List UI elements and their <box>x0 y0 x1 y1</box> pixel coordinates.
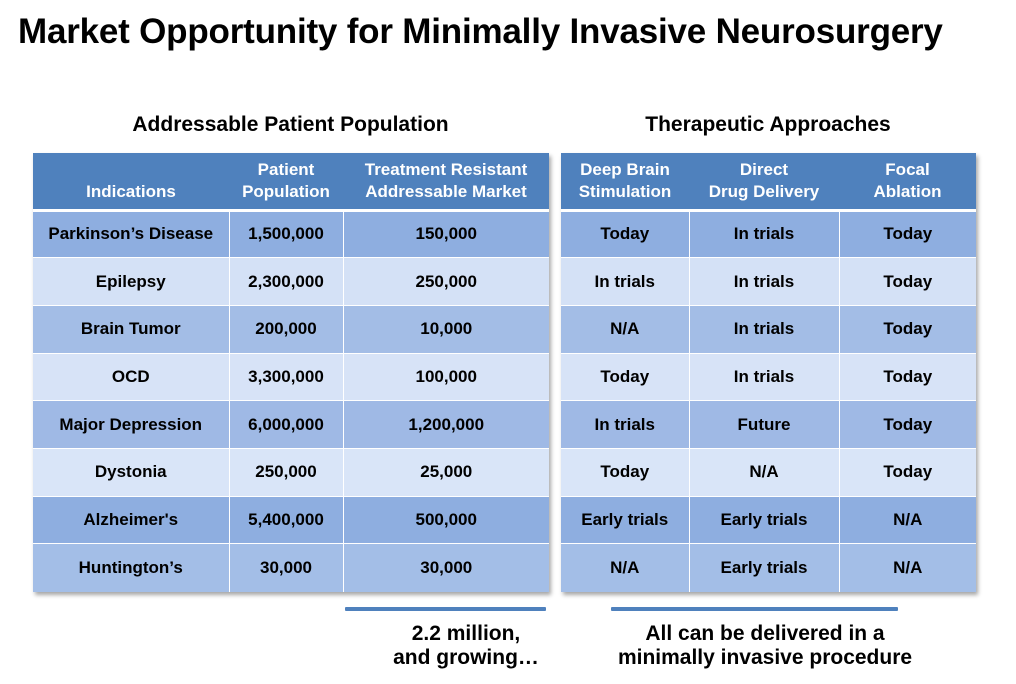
indication-cell: Major Depression <box>33 400 230 449</box>
page-title: Market Opportunity for Minimally Invasiv… <box>18 12 943 51</box>
note-line: and growing… <box>393 646 539 669</box>
table-row: Early trials Early trials N/A <box>561 495 976 544</box>
focal-ablation-cell: Today <box>839 209 976 258</box>
addressable-market-cell: 150,000 <box>343 209 549 258</box>
deep-brain-stimulation-cell: N/A <box>561 543 690 592</box>
focal-ablation-cell: Today <box>839 304 976 354</box>
indication-cell: Epilepsy <box>33 257 230 306</box>
focal-ablation-cell: N/A <box>839 495 976 544</box>
direct-drug-delivery-cell: Early trials <box>689 495 840 544</box>
addressable-market-cell: 250,000 <box>343 257 549 306</box>
focal-ablation-cell: Today <box>839 257 976 306</box>
focal-ablation-cell: N/A <box>839 543 976 592</box>
indication-cell: Dystonia <box>33 447 230 497</box>
table-row: In trials In trials Today <box>561 257 976 306</box>
table-row: OCD 3,300,000 100,000 <box>33 352 549 401</box>
addressable-market-cell: 100,000 <box>343 352 549 401</box>
table-row: Epilepsy 2,300,000 250,000 <box>33 257 549 306</box>
table-row: N/A Early trials N/A <box>561 543 976 592</box>
direct-drug-delivery-cell: N/A <box>689 447 840 497</box>
header-line: Focal <box>885 159 930 179</box>
deep-brain-stimulation-cell: In trials <box>561 400 690 449</box>
procedure-summary-note: All can be delivered in a minimally inva… <box>590 622 940 670</box>
table-row: Today In trials Today <box>561 209 976 258</box>
header-line: Treatment Resistant <box>364 159 528 179</box>
header-focal-ablation: Focal Ablation <box>839 153 976 212</box>
patient-population-cell: 200,000 <box>229 304 344 354</box>
direct-drug-delivery-cell: In trials <box>689 352 840 401</box>
table-row: Today N/A Today <box>561 447 976 497</box>
table-row: Major Depression 6,000,000 1,200,000 <box>33 400 549 449</box>
header-line: Population <box>242 181 330 201</box>
patient-population-cell: 5,400,000 <box>229 495 344 544</box>
header-indications: Indications <box>33 153 229 212</box>
header-line: Drug Delivery <box>708 181 820 201</box>
header-line: Patient <box>257 159 315 179</box>
table-header-row: Deep Brain Stimulation Direct Drug Deliv… <box>561 153 976 212</box>
table-row: Today In trials Today <box>561 352 976 401</box>
addressable-population-heading: Addressable Patient Population <box>132 113 449 136</box>
table-row: In trials Future Today <box>561 400 976 449</box>
addressable-market-cell: 1,200,000 <box>343 400 549 449</box>
deep-brain-stimulation-cell: Today <box>561 447 690 497</box>
note-line: 2.2 million, <box>411 622 521 645</box>
addressable-market-cell: 10,000 <box>343 304 549 354</box>
header-line: Stimulation <box>578 181 672 201</box>
table-row: Alzheimer's 5,400,000 500,000 <box>33 495 549 544</box>
addressable-market-cell: 30,000 <box>343 543 549 592</box>
therapeutic-approaches-heading: Therapeutic Approaches <box>645 113 891 136</box>
deep-brain-stimulation-cell: Early trials <box>561 495 690 544</box>
header-line: Indications <box>86 181 176 201</box>
indication-cell: Huntington’s <box>33 543 230 592</box>
indication-cell: Parkinson’s Disease <box>33 209 230 258</box>
addressable-population-table: Indications Patient Population Treatment… <box>33 153 549 592</box>
addressable-market-cell: 25,000 <box>343 447 549 497</box>
focal-ablation-cell: Today <box>839 352 976 401</box>
header-line: Deep Brain <box>580 159 670 179</box>
market-summary-underline <box>345 607 546 611</box>
procedure-summary-underline <box>611 607 898 611</box>
direct-drug-delivery-cell: Early trials <box>689 543 840 592</box>
focal-ablation-cell: Today <box>839 400 976 449</box>
header-deep-brain-stimulation: Deep Brain Stimulation <box>561 153 689 212</box>
patient-population-cell: 6,000,000 <box>229 400 344 449</box>
patient-population-cell: 30,000 <box>229 543 344 592</box>
header-line: Addressable Market <box>365 181 527 201</box>
table-row: N/A In trials Today <box>561 304 976 354</box>
table-row: Brain Tumor 200,000 10,000 <box>33 304 549 354</box>
header-line: Ablation <box>873 181 942 201</box>
patient-population-cell: 3,300,000 <box>229 352 344 401</box>
header-direct-drug-delivery: Direct Drug Delivery <box>689 153 839 212</box>
note-line: minimally invasive procedure <box>617 646 913 669</box>
table-header-row: Indications Patient Population Treatment… <box>33 153 549 212</box>
deep-brain-stimulation-cell: In trials <box>561 257 690 306</box>
direct-drug-delivery-cell: Future <box>689 400 840 449</box>
indication-cell: Alzheimer's <box>33 495 230 544</box>
deep-brain-stimulation-cell: Today <box>561 352 690 401</box>
indication-cell: Brain Tumor <box>33 304 230 354</box>
direct-drug-delivery-cell: In trials <box>689 209 840 258</box>
patient-population-cell: 250,000 <box>229 447 344 497</box>
table-row: Parkinson’s Disease 1,500,000 150,000 <box>33 209 549 258</box>
header-line: Direct <box>739 159 789 179</box>
header-addressable-market: Treatment Resistant Addressable Market <box>343 153 549 212</box>
note-line: All can be delivered in a <box>645 622 885 645</box>
therapeutic-approaches-table: Deep Brain Stimulation Direct Drug Deliv… <box>561 153 976 592</box>
table-row: Huntington’s 30,000 30,000 <box>33 543 549 592</box>
patient-population-cell: 1,500,000 <box>229 209 344 258</box>
patient-population-cell: 2,300,000 <box>229 257 344 306</box>
direct-drug-delivery-cell: In trials <box>689 304 840 354</box>
indication-cell: OCD <box>33 352 230 401</box>
focal-ablation-cell: Today <box>839 447 976 497</box>
table-row: Dystonia 250,000 25,000 <box>33 447 549 497</box>
header-patient-population: Patient Population <box>229 153 343 212</box>
deep-brain-stimulation-cell: N/A <box>561 304 690 354</box>
direct-drug-delivery-cell: In trials <box>689 257 840 306</box>
deep-brain-stimulation-cell: Today <box>561 209 690 258</box>
market-summary-note: 2.2 million, and growing… <box>356 622 576 670</box>
addressable-market-cell: 500,000 <box>343 495 549 544</box>
